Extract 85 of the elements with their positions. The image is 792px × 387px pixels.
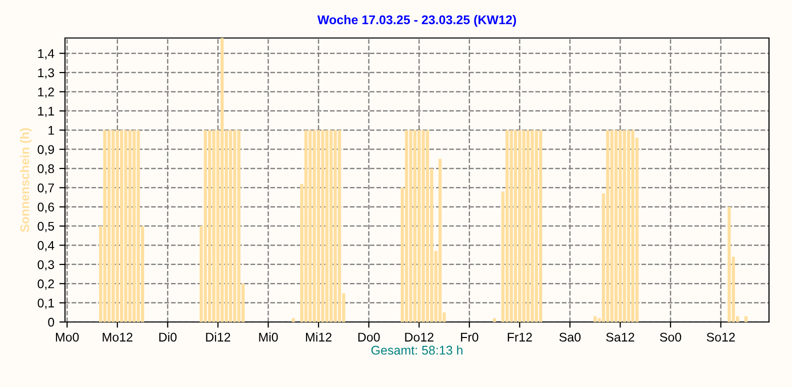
bar — [325, 130, 328, 322]
x-tick-label: Do12 — [405, 332, 434, 342]
bar — [418, 130, 421, 322]
bar — [228, 130, 232, 322]
y-tick-label: 1,3 — [38, 68, 54, 79]
x-tick-label: Mo12 — [102, 332, 132, 342]
bar — [321, 130, 324, 322]
bar — [120, 130, 124, 322]
bar — [312, 130, 316, 322]
x-tick-label: Mi12 — [306, 332, 332, 342]
chart-title: Woche 17.03.25 - 23.03.25 (KW12) — [317, 15, 516, 27]
bar — [208, 130, 212, 322]
y-tick-label: 1,2 — [38, 88, 54, 98]
y-tick-label: 0,1 — [38, 298, 54, 309]
bar — [530, 130, 534, 322]
y-tick-label: 0,6 — [38, 202, 54, 213]
bar — [316, 130, 320, 322]
bar — [610, 130, 614, 322]
bar — [438, 158, 442, 322]
bar — [426, 130, 430, 322]
x-tick-label: Mo0 — [56, 332, 79, 342]
y-tick-label: 0,2 — [38, 279, 54, 290]
bar — [518, 130, 522, 322]
x-tick-label: Fr12 — [508, 332, 532, 342]
bar — [534, 130, 538, 322]
bar — [413, 130, 416, 322]
y-tick-label: 0,8 — [38, 164, 54, 175]
y-tick-label: 1 — [48, 126, 54, 135]
bar — [304, 130, 308, 322]
bar — [132, 130, 136, 322]
x-tick-label: Do0 — [358, 332, 380, 342]
bar — [422, 130, 425, 322]
bar — [594, 316, 597, 322]
bar — [292, 318, 295, 322]
bar — [510, 130, 513, 322]
bar — [338, 130, 342, 322]
bar — [204, 130, 207, 322]
y-tick-label: 0,7 — [38, 183, 54, 194]
x-tick-label: Mi0 — [259, 332, 278, 342]
bar — [728, 206, 731, 322]
bar — [308, 130, 312, 322]
bar — [103, 130, 106, 322]
bar — [622, 130, 626, 322]
y-axis-title: Sonnenschein (h) — [20, 128, 32, 232]
y-tick-label: 1,1 — [38, 106, 54, 118]
bar — [124, 130, 128, 322]
y-tick-label: 1,4 — [38, 49, 54, 60]
y-tick-label: 0,3 — [38, 260, 54, 271]
x-tick-label: Di0 — [159, 332, 177, 342]
bar — [627, 130, 630, 322]
bar — [618, 130, 622, 322]
bar — [128, 130, 132, 322]
bar — [506, 130, 509, 322]
x-tick-label: So12 — [706, 332, 735, 342]
x-tick-label: So0 — [660, 332, 682, 342]
bar — [334, 130, 337, 322]
bar — [212, 130, 216, 322]
bar — [220, 38, 224, 322]
bar — [136, 130, 140, 322]
bar — [409, 130, 412, 322]
bar — [116, 130, 119, 322]
x-tick-label: Di12 — [206, 332, 230, 342]
bar — [744, 316, 748, 322]
bar — [522, 130, 526, 322]
y-tick-label: 0,5 — [38, 222, 54, 232]
bar — [526, 130, 530, 322]
bar — [233, 130, 236, 322]
bar — [614, 130, 618, 322]
x-tick-label: Fr0 — [461, 332, 478, 342]
y-tick-label: 0,4 — [38, 241, 54, 252]
bar — [514, 130, 518, 322]
bar — [492, 318, 496, 322]
bar — [404, 130, 408, 322]
bar — [631, 130, 634, 322]
bar — [606, 130, 610, 322]
bar — [112, 130, 115, 322]
x-tick-label: Sa0 — [559, 332, 581, 342]
x-tick-label: Sa12 — [606, 332, 634, 342]
bar — [107, 130, 111, 322]
bar — [539, 130, 542, 322]
y-tick-label: 0,9 — [38, 145, 54, 156]
x-axis-title: Gesamt: 58:13 h — [371, 345, 462, 355]
bar — [237, 130, 240, 322]
bar — [330, 130, 333, 322]
y-tick-label: 0 — [48, 318, 54, 327]
